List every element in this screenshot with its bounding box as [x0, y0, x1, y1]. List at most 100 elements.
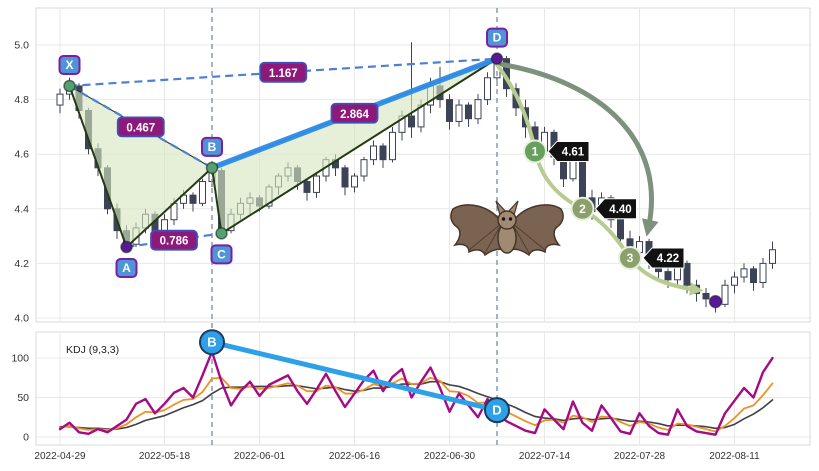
candle-down: [579, 159, 586, 199]
candle-up: [721, 284, 729, 305]
ratio-label-text: 2.864: [340, 109, 369, 121]
date-axis-label: 2022-04-29: [34, 451, 86, 462]
date-axis-label: 2022-07-14: [519, 451, 571, 462]
target-number: 3: [627, 251, 634, 265]
candle-up: [360, 159, 368, 177]
kdj-k-line: [59, 376, 774, 433]
ratio-label-box: [259, 61, 308, 83]
ratio-label-text: 0.786: [160, 236, 189, 248]
candle-up: [740, 268, 748, 278]
target-number: 1: [532, 144, 539, 158]
date-axis-label: 2022-06-01: [234, 451, 286, 462]
candle-up: [313, 175, 320, 193]
candle-down: [617, 219, 624, 240]
price-axis-label: 4.0: [14, 313, 29, 325]
kdj-panel: [35, 331, 811, 446]
pattern-line-CD: [220, 57, 498, 235]
ratio-label-text: 0.467: [126, 122, 155, 134]
bat-eye: [508, 217, 513, 221]
kdj-point-letter: D: [492, 403, 501, 418]
pattern-line-BC: [211, 167, 223, 234]
candle-down: [683, 262, 691, 286]
pattern-point-D[interactable]: [490, 52, 504, 65]
point-label-text: C: [217, 247, 226, 261]
ratio-label-2.864: 2.864: [330, 102, 379, 124]
bat-icon: [450, 200, 564, 257]
point-label-box: [115, 258, 138, 279]
point-label-B[interactable]: B: [201, 136, 223, 157]
pattern-point-A[interactable]: [120, 240, 133, 254]
kdj-point-B[interactable]: B: [199, 329, 225, 356]
candle-up: [351, 175, 358, 188]
target-2: 2 4.40: [570, 196, 637, 221]
candle-down: [341, 167, 349, 188]
price-tag: [642, 247, 685, 269]
price-axis-label: 5.0: [14, 40, 29, 52]
kdj-axis-label: 0: [23, 432, 29, 444]
price-tag-text: 4.22: [657, 253, 679, 265]
date-axis-label: 2022-07-28: [614, 451, 666, 462]
price-axis-label: 4.2: [14, 258, 29, 270]
candle-up: [389, 131, 396, 161]
pattern-point-C[interactable]: [215, 227, 228, 240]
kdj-indicator-label: KDJ (9,3,3): [66, 344, 119, 356]
price-axis-label: 4.8: [14, 94, 29, 106]
kdj-point-letter: B: [207, 335, 216, 350]
target-3: 3 4.22: [618, 245, 685, 270]
date-axis-label: 2022-08-11: [709, 451, 760, 462]
date-axis-label: 2022-06-30: [424, 451, 476, 462]
price-tag-text: 4.61: [562, 146, 585, 158]
date-axis-label: 2022-06-16: [329, 451, 381, 462]
bat-left-wing: [450, 204, 504, 257]
candle-down: [702, 292, 710, 300]
kdj-axis-label: 100: [11, 353, 29, 365]
ratio-label-box: [330, 102, 379, 124]
candle-down: [465, 104, 472, 120]
ratio-label-0.786: 0.786: [150, 229, 198, 251]
target-circle[interactable]: [570, 196, 595, 221]
kdj-axis-label: 50: [17, 392, 29, 404]
target-1: 1 4.61: [523, 139, 590, 164]
candle-up: [199, 181, 206, 204]
candle-down: [303, 181, 311, 193]
kdj-point-D[interactable]: D: [484, 397, 510, 424]
candle-up: [455, 104, 463, 122]
pattern-point-X[interactable]: [63, 79, 76, 93]
candle-up: [569, 159, 577, 180]
point-label-A[interactable]: A: [115, 258, 138, 279]
point-label-box: [486, 27, 508, 48]
candle-up: [474, 99, 482, 120]
point-label-text: A: [122, 261, 131, 275]
target-circle[interactable]: [523, 139, 547, 164]
date-axis-label: 2022-05-18: [139, 451, 191, 462]
pattern-dashed-AC: [126, 232, 222, 249]
ratio-label-box: [150, 229, 198, 251]
bat-wing-fingers: [468, 222, 546, 254]
candle-up: [731, 276, 738, 286]
bat-head: [497, 210, 517, 230]
pattern-line-AB: [125, 167, 213, 248]
point-label-D[interactable]: D: [486, 27, 508, 48]
point-label-C[interactable]: C: [210, 244, 233, 265]
target-number: 2: [579, 202, 586, 216]
target-circle[interactable]: [618, 245, 642, 270]
candle-up: [769, 249, 776, 264]
ratio-label-box: [116, 116, 165, 138]
pattern-point-B[interactable]: [205, 161, 219, 175]
point-label-text: X: [65, 58, 73, 72]
kdj-point-circle: [484, 397, 510, 424]
price-tag: [594, 198, 637, 220]
candle-up: [370, 145, 377, 161]
bat-right-wing: [510, 204, 564, 257]
point-label-X[interactable]: X: [58, 54, 81, 75]
bat-eye: [501, 217, 506, 221]
candle-down: [750, 268, 757, 284]
price-axis-label: 4.6: [14, 149, 29, 161]
candle-down: [408, 115, 415, 128]
kdj-point-circle: [199, 329, 225, 356]
pattern-line-XA: [68, 85, 128, 248]
candle-down: [189, 194, 197, 204]
price-tag: [547, 140, 590, 162]
point-label-box: [210, 244, 233, 265]
